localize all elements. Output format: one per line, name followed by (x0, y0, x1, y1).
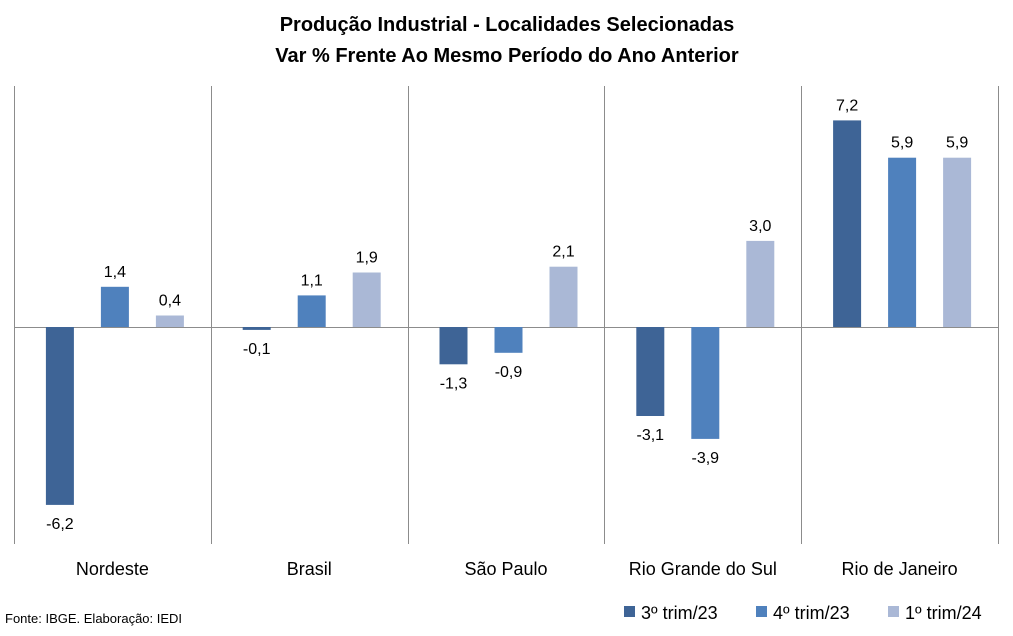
data-label: -0,9 (495, 364, 523, 381)
category-label: Rio Grande do Sul (629, 559, 777, 579)
bar (888, 157, 917, 327)
bar (297, 295, 326, 327)
source-note: Fonte: IBGE. Elaboração: IEDI (5, 611, 182, 626)
legend-label: 4º trim/23 (773, 603, 850, 623)
category-label: Brasil (287, 559, 332, 579)
data-label: -3,1 (637, 427, 665, 444)
bar (943, 157, 972, 327)
bar (494, 327, 523, 353)
chart-title: Produção Industrial - Localidades Seleci… (280, 14, 735, 36)
data-label: -1,3 (440, 375, 468, 392)
data-label: -3,9 (692, 450, 720, 467)
data-label: 0,4 (159, 293, 181, 310)
legend-swatch (888, 606, 899, 617)
bar (439, 327, 468, 365)
data-label: 5,9 (891, 135, 913, 152)
chart-subtitle: Var % Frente Ao Mesmo Período do Ano Ant… (275, 45, 739, 67)
category-label: Rio de Janeiro (842, 559, 958, 579)
legend-label: 3º trim/23 (641, 603, 718, 623)
data-label: 1,4 (104, 264, 126, 281)
legend-label: 1º trim/24 (905, 603, 982, 623)
data-label: 3,0 (749, 218, 771, 235)
category-label: Nordeste (76, 559, 149, 579)
legend-swatch (756, 606, 767, 617)
data-label: 7,2 (836, 97, 858, 114)
data-label: -0,1 (243, 341, 271, 358)
data-label: 5,9 (946, 135, 968, 152)
data-label: 2,1 (552, 244, 574, 261)
data-label: -6,2 (46, 516, 74, 533)
bar (100, 286, 129, 327)
bar (833, 120, 862, 328)
bar (636, 327, 665, 416)
bar (155, 315, 184, 327)
bar (691, 327, 720, 439)
bar (746, 240, 775, 327)
plot-area: -6,2 -0,1 -1,3 -3,1 7,2 1,4 1,1 -0,9 -3,9 5,9 0,4 1… (14, 86, 999, 579)
data-label: 1,1 (301, 272, 323, 289)
data-label: 1,9 (356, 250, 378, 267)
category-label: São Paulo (464, 559, 547, 579)
bar (549, 266, 578, 327)
bar (352, 272, 381, 327)
legend: 3º trim/23 4º trim/23 1º trim/24 (624, 603, 982, 623)
legend-swatch (624, 606, 635, 617)
bar (242, 327, 271, 330)
bar (45, 327, 74, 505)
